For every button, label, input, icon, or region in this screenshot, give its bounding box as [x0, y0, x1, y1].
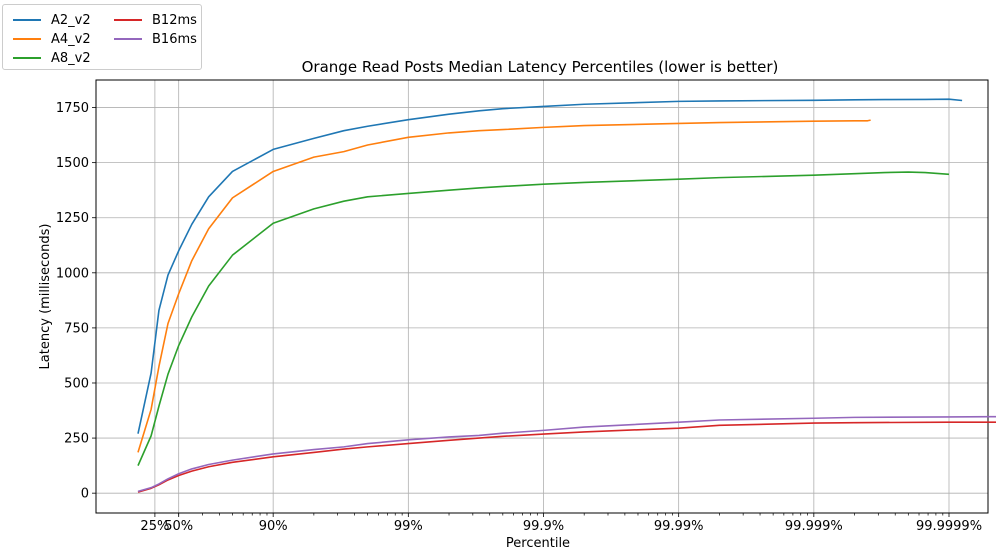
legend-entry-b16ms: B16ms: [114, 30, 197, 48]
legend-swatch: [13, 38, 41, 40]
legend-swatch: [114, 19, 142, 21]
x-tick-label: 99.99%: [654, 519, 704, 534]
series-line-a4-v2: [137, 119, 871, 453]
x-axis-label: Percentile: [506, 536, 570, 551]
series-line-b16ms: [137, 415, 996, 493]
legend-entry-a2-v2: A2_v2: [13, 11, 91, 29]
y-tick-label: 0: [81, 487, 89, 502]
legend-entry-a8-v2: A8_v2: [13, 49, 91, 67]
series-line-b12ms: [137, 421, 996, 493]
legend-label: A4_v2: [51, 31, 91, 47]
y-tick-label: 250: [64, 432, 89, 447]
y-axis-label: Latency (milliseconds): [38, 224, 53, 370]
x-tick-label: 90%: [259, 519, 288, 534]
plot-frame: [95, 79, 989, 514]
legend-swatch: [13, 19, 41, 21]
y-tick-label: 1000: [56, 266, 89, 281]
x-tick-label: 99.9%: [523, 519, 564, 534]
legend-swatch: [13, 57, 41, 59]
legend-label: A2_v2: [51, 12, 91, 28]
legend-label: B12ms: [152, 12, 197, 28]
grid: [96, 80, 988, 513]
y-tick-label: 1750: [56, 101, 89, 116]
legend-entry-a4-v2: A4_v2: [13, 30, 91, 48]
y-tick-label: 1500: [56, 156, 89, 171]
y-tick-label: 500: [64, 376, 89, 391]
legend-label: B16ms: [152, 31, 197, 47]
y-tick-label: 1250: [56, 211, 89, 226]
legend-label: A8_v2: [51, 50, 91, 66]
x-tick-label: 99%: [394, 519, 423, 534]
series-line-a8-v2: [137, 171, 950, 466]
x-tick-label: 50%: [164, 519, 193, 534]
chart-legend: A2_v2 A4_v2 A8_v2 B12ms B16ms: [2, 4, 202, 70]
chart-title: Orange Read Posts Median Latency Percent…: [302, 58, 779, 76]
x-tick-label: 99.999%: [785, 519, 843, 534]
legend-swatch: [114, 38, 142, 40]
legend-entry-b12ms: B12ms: [114, 11, 197, 29]
x-tick-label: 25%: [140, 519, 169, 534]
series-line-a2-v2: [137, 98, 963, 434]
y-tick-label: 750: [64, 321, 89, 336]
x-tick-label: 99.9999%: [916, 519, 982, 534]
